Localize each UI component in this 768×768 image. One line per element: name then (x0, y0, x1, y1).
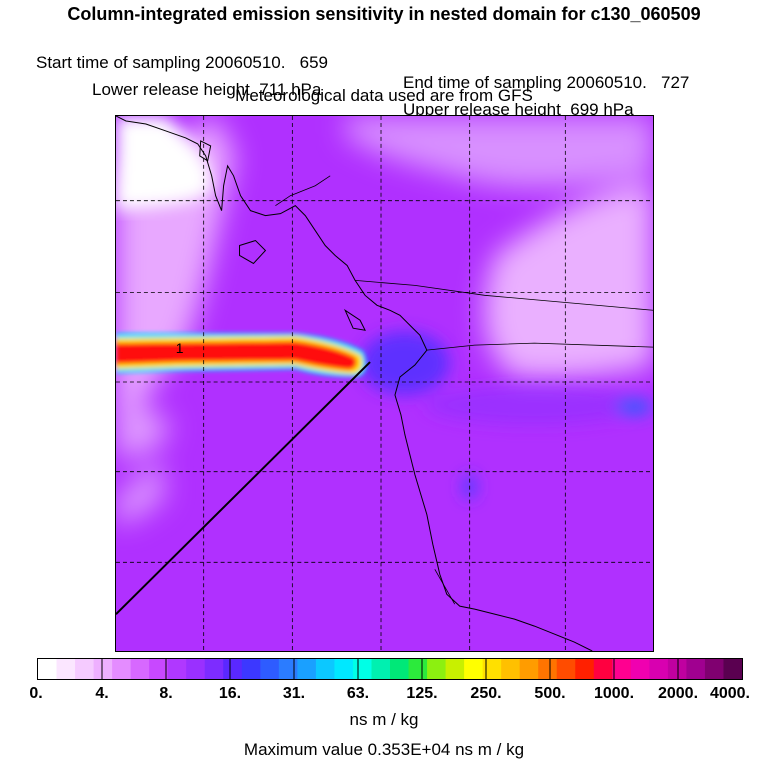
colorbar-swatch (56, 659, 76, 679)
colorbar-swatch (593, 659, 613, 679)
sensitivity-map: 1 (115, 115, 654, 652)
colorbar-swatch (75, 659, 95, 679)
colorbar-swatch (38, 659, 58, 679)
colorbar-swatch (612, 659, 632, 679)
colorbar-swatch (315, 659, 335, 679)
colorbar-swatch (278, 659, 298, 679)
colorbar-swatch (93, 659, 113, 679)
met-data-label: Meteorological data used are from GFS (235, 86, 533, 105)
colorbar-swatch (130, 659, 150, 679)
release-heights: Lower release height 711 hPa Upper relea… (0, 60, 768, 120)
plume (116, 333, 367, 378)
colorbar-swatch (464, 659, 484, 679)
colorbar-tick-label: 250. (470, 685, 502, 702)
colorbar-tick-label: 4000. (709, 685, 751, 702)
snow-white-area (116, 116, 212, 211)
borders (275, 175, 653, 605)
colorbar-tick-label: 500. (534, 685, 566, 702)
colorbar-tick-label: 31. (282, 685, 306, 702)
colorbar-tick-label: 2000. (657, 685, 699, 702)
colorbar-swatch (371, 659, 391, 679)
colorbar-swatch (704, 659, 724, 679)
light-region-west-2 (116, 454, 166, 525)
colorbar-swatch (556, 659, 576, 679)
colorbar (37, 658, 743, 680)
colorbar-swatch (686, 659, 706, 679)
colorbar-swatch (501, 659, 521, 679)
colorbar-tick-label: 125. (406, 685, 438, 702)
colorbar-tick-label: 4. (95, 685, 109, 702)
plume-core (116, 341, 357, 371)
colorbar-swatch (649, 659, 669, 679)
colorbar-swatch (427, 659, 447, 679)
colorbar-swatch (630, 659, 650, 679)
colorbar-swatch (723, 659, 742, 679)
colorbar-swatch (538, 659, 558, 679)
colorbar-swatch (204, 659, 224, 679)
dark-sensitivity-regions (360, 331, 652, 499)
colorbar-swatch (482, 659, 502, 679)
trajectory-line (116, 361, 371, 615)
colorbar-tick-label: 63. (346, 685, 370, 702)
colorbar-swatch (519, 659, 539, 679)
colorbar-swatch (149, 659, 169, 679)
grid-lines (116, 116, 653, 651)
colorbar-swatch (575, 659, 595, 679)
colorbar-swatch (352, 659, 372, 679)
colorbar-units: ns m / kg (349, 710, 419, 729)
colorbar-tick-label: 8. (159, 685, 173, 702)
colorbar-swatch (112, 659, 132, 679)
colorbar-tick-label: 16. (218, 685, 242, 702)
maximum-value-label: Maximum value 0.353E+04 ns m / kg (243, 740, 525, 759)
coastline (116, 116, 593, 651)
plume-label: 1 (176, 340, 184, 356)
light-region-northeast (484, 185, 653, 378)
colorbar-swatch (167, 659, 187, 679)
sampling-times: Start time of sampling 20060510. 659 End… (0, 33, 768, 93)
light-region-north (345, 116, 653, 188)
colorbar-swatch (390, 659, 410, 679)
colorbar-swatch (408, 659, 428, 679)
colorbar-swatch (241, 659, 261, 679)
colorbar-swatch (223, 659, 243, 679)
colorbar-swatch (186, 659, 206, 679)
light-region-southwest (116, 409, 171, 460)
colorbar-swatch (260, 659, 280, 679)
colorbar-tick-label: 1000. (593, 685, 635, 702)
colorbar-swatch (445, 659, 465, 679)
lower-release-label: Lower release height 711 hPa (92, 80, 322, 99)
start-time-label: Start time of sampling 20060510. 659 (36, 53, 329, 72)
upper-release-label: Upper release height 699 hPa (403, 100, 634, 119)
colorbar-swatch (334, 659, 354, 679)
colorbar-swatch (297, 659, 317, 679)
colorbar-swatch (667, 659, 687, 679)
plot-title: Column-integrated emission sensitivity i… (67, 4, 701, 24)
colorbar-tick-label: 0. (29, 685, 43, 702)
end-time-label: End time of sampling 20060510. 727 (403, 73, 690, 92)
